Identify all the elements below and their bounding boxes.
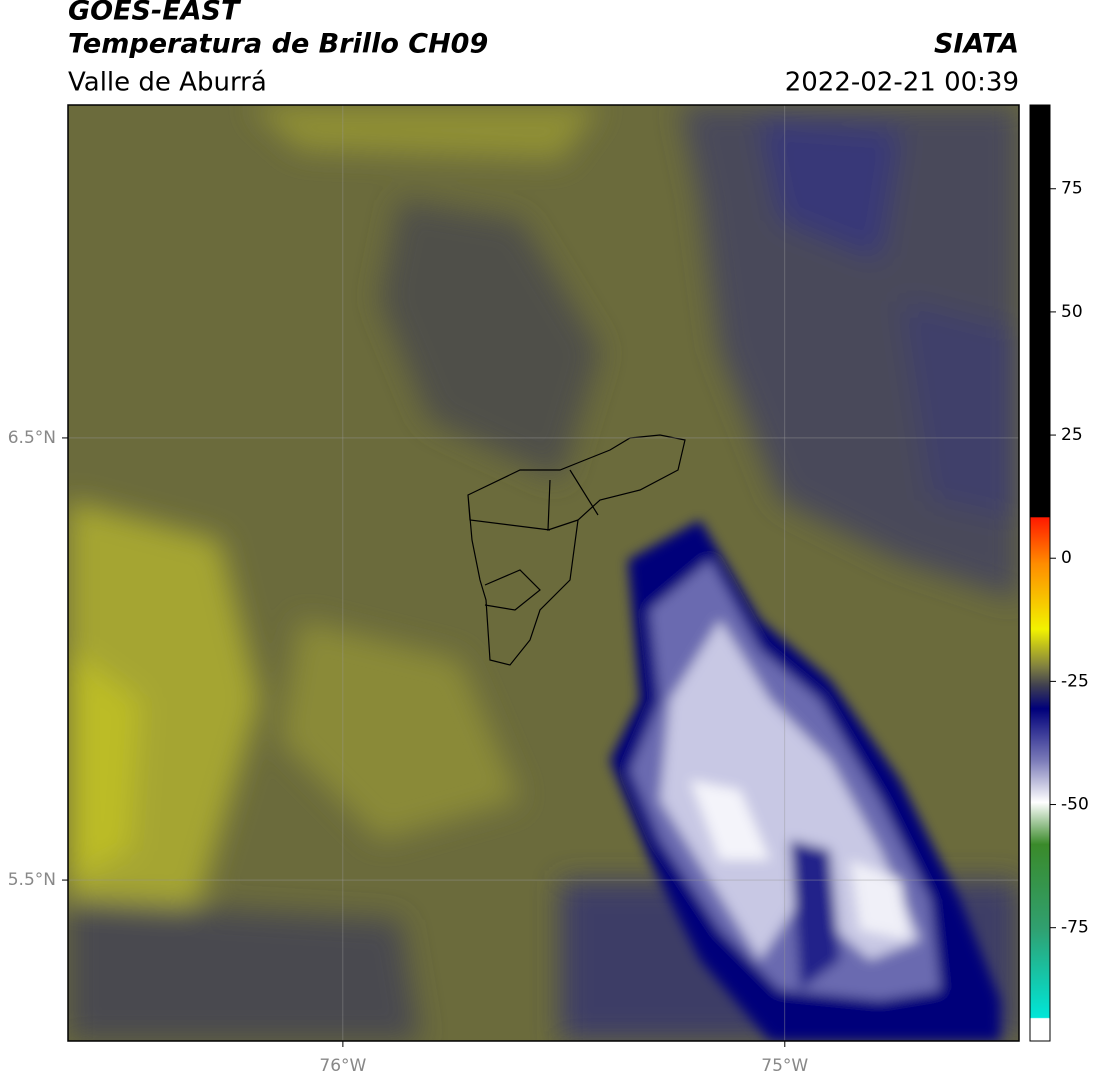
colorbar-tick-label: 50	[1061, 302, 1083, 322]
satellite-image	[68, 105, 1019, 1041]
valley-outline	[467, 434, 686, 666]
datetime: 2022-02-21 00:39	[785, 68, 1019, 98]
colorbar-tick-label: -25	[1061, 671, 1089, 691]
subtitle: Temperatura de Brillo CH09	[68, 29, 488, 60]
colorbar-tick-label: 0	[1061, 548, 1072, 568]
y-tick-label: 5.5°N	[8, 870, 56, 890]
y-tick-label: 6.5°N	[8, 428, 56, 448]
x-tick-label: 75°W	[761, 1056, 808, 1076]
colorbar-tick-label: 75	[1061, 179, 1083, 199]
colorbar	[1029, 104, 1051, 1042]
x-tick-label: 76°W	[319, 1056, 366, 1076]
source: SIATA	[934, 29, 1019, 60]
map-frame	[67, 104, 1020, 1042]
colorbar-tick-label: -50	[1061, 795, 1089, 815]
colorbar-tick-label: -75	[1061, 918, 1089, 938]
title: GOES-EAST	[68, 0, 242, 27]
colorbar-tick-label: 25	[1061, 425, 1083, 445]
region: Valle de Aburrá	[68, 68, 267, 98]
